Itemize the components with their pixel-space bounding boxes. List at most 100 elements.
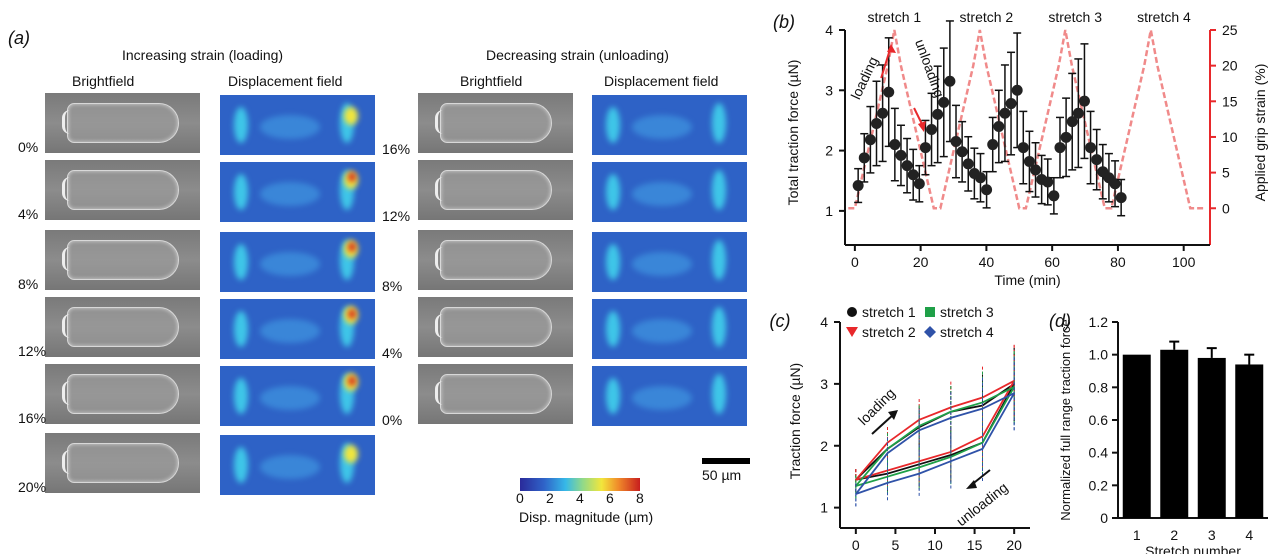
force-point	[1060, 131, 1072, 143]
x-tick-label: 1	[1133, 527, 1141, 543]
displacement-loading-3	[220, 299, 375, 359]
cell-outline	[62, 307, 179, 347]
force-point	[883, 86, 895, 98]
cell-outline	[435, 170, 552, 210]
loading-arrowhead	[888, 410, 898, 420]
colorbar	[520, 478, 640, 491]
force-point	[1078, 95, 1090, 107]
displacement-blob	[712, 374, 726, 414]
brightfield-loading-1	[45, 160, 200, 220]
strain-line	[848, 29, 1204, 210]
y-tick-label: 1	[820, 500, 828, 516]
brightfield-unloading-0	[418, 93, 573, 153]
colorbar-tick: 4	[576, 490, 584, 506]
x-tick-label: 0	[852, 537, 860, 553]
displacement-blob	[234, 107, 248, 143]
panel-d-letter: (d)	[1049, 311, 1071, 331]
displacement-blob	[260, 455, 320, 479]
legend-label-4: stretch 4	[940, 324, 994, 340]
loading-arrowhead	[887, 44, 897, 53]
colorbar-tick: 8	[636, 490, 644, 506]
strain-label-unloading-2: 8%	[382, 278, 403, 294]
legend-marker	[846, 327, 858, 337]
force-point	[1115, 192, 1127, 204]
scale-bar-label: 50 µm	[702, 467, 742, 483]
brightfield-unloading-3	[418, 297, 573, 357]
cell-outline	[435, 307, 552, 347]
colorbar-label: Disp. magnitude (µm)	[519, 509, 654, 525]
x-tick-label: 3	[1208, 527, 1216, 543]
displacement-blob	[632, 386, 692, 410]
series-3-unloading-line	[855, 386, 1015, 487]
force-point	[926, 123, 938, 135]
force-point	[1005, 98, 1017, 110]
brightfield-loading-4	[45, 364, 200, 424]
y-tick-label: 1.0	[1089, 347, 1109, 363]
cell-outline	[435, 374, 552, 414]
displacement-blob	[234, 244, 248, 280]
x-tick-label: 20	[1006, 537, 1022, 553]
y-tick-label: 1	[825, 203, 833, 219]
x-tick-label: 60	[1044, 254, 1060, 270]
bar-4	[1235, 364, 1264, 518]
strain-label-loading-3: 12%	[18, 343, 47, 359]
displacement-blob	[234, 174, 248, 210]
force-point	[956, 146, 968, 158]
cell-outline	[62, 374, 179, 414]
x-tick-label: 80	[1110, 254, 1126, 270]
force-point	[932, 108, 944, 120]
displacement-blob	[344, 107, 358, 125]
legend-label-3: stretch 3	[940, 304, 994, 320]
unloading-arrowhead	[966, 480, 977, 489]
displacement-blob	[348, 376, 356, 386]
unloading-label: unloading	[953, 479, 1011, 529]
y-tick-label: 3	[825, 82, 833, 98]
scale-bar	[702, 458, 750, 464]
displacement-blob	[260, 182, 320, 206]
displacement-blob	[348, 172, 356, 182]
displacement-blob	[234, 447, 248, 483]
colorbar-tick: 0	[516, 490, 524, 506]
series-4-loading-line	[855, 392, 1015, 495]
unloading-title: Decreasing strain (unloading)	[486, 47, 669, 63]
force-point	[907, 169, 919, 181]
cell-outline	[62, 170, 179, 210]
panel-b-letter: (b)	[773, 12, 795, 32]
displacement-blob	[606, 378, 620, 414]
y2-axis-label: Applied grip strain (%)	[1252, 64, 1268, 202]
cell-outline	[62, 240, 179, 280]
legend-label-1: stretch 1	[862, 304, 916, 320]
displacement-blob	[632, 319, 692, 343]
panel-a-letter: (a)	[8, 28, 30, 48]
y2-tick-label: 0	[1222, 200, 1230, 216]
force-point	[1091, 154, 1103, 166]
strain-label-unloading-4: 0%	[382, 412, 403, 428]
series-3-loading-line	[855, 386, 1015, 487]
y-tick-label: 1.2	[1089, 314, 1109, 330]
y2-tick-label: 20	[1222, 58, 1238, 74]
force-point	[1054, 142, 1066, 154]
panel-c-chart: (c)123405101520Substrate strain (%)Tract…	[770, 304, 1030, 553]
force-point	[987, 139, 999, 151]
unloading-label: unloading	[912, 37, 948, 100]
force-point	[919, 142, 931, 154]
force-point	[901, 160, 913, 172]
force-point	[1109, 178, 1121, 190]
x-tick-label: 15	[967, 537, 983, 553]
displacement-blob	[606, 311, 620, 347]
loading-label: loading	[855, 385, 898, 428]
brightfield-unloading-1	[418, 160, 573, 220]
y2-tick-label: 10	[1222, 129, 1238, 145]
displacement-blob	[632, 115, 692, 139]
x-tick-label: 4	[1245, 527, 1253, 543]
displacement-blob	[606, 244, 620, 280]
brightfield-loading-0	[45, 93, 200, 153]
displacement-blob	[632, 182, 692, 206]
panel-c-letter: (c)	[770, 311, 791, 331]
x-tick-label: 10	[927, 537, 943, 553]
bar-2	[1160, 349, 1189, 518]
brightfield-loading-2	[45, 230, 200, 290]
x-tick-label: 20	[913, 254, 929, 270]
displacement-blob	[344, 445, 358, 463]
force-point	[1023, 155, 1035, 167]
